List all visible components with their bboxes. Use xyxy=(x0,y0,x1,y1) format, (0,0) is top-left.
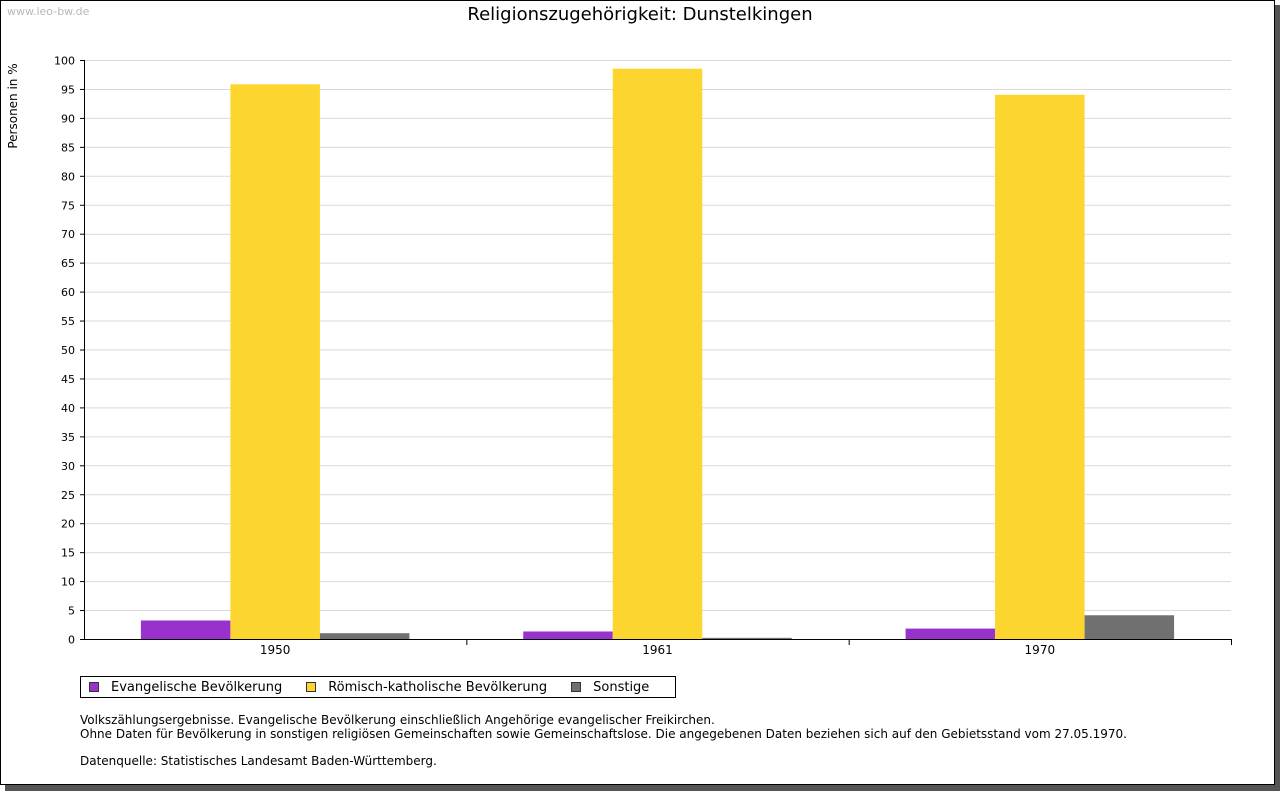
legend-item-katholisch: Römisch-katholische Bevölkerung xyxy=(306,680,547,695)
frame-shadow-right xyxy=(1275,5,1280,791)
y-tick-label-70: 70 xyxy=(61,228,75,241)
legend-swatch-sonstige xyxy=(571,682,582,692)
bar-1961-series-0 xyxy=(523,631,613,639)
chart-title: Religionszugehörigkeit: Dunstelkingen xyxy=(467,4,813,25)
watermark: www.leo-bw.de xyxy=(7,5,90,18)
y-tick-label-80: 80 xyxy=(61,170,75,183)
y-tick-label-45: 45 xyxy=(61,373,75,386)
bar-1970-series-1 xyxy=(995,94,1085,640)
bar-1970-series-2 xyxy=(1084,615,1175,639)
y-tick-label-60: 60 xyxy=(61,286,75,299)
y-tick-label-5: 5 xyxy=(68,605,75,618)
y-tick-label-65: 65 xyxy=(61,257,75,270)
frame-shadow-bottom xyxy=(5,785,1280,791)
bar-1961-series-1 xyxy=(612,68,703,639)
bar-1961-series-2 xyxy=(702,637,792,639)
legend: Evangelische Bevölkerung Römisch-katholi… xyxy=(80,676,676,698)
y-tick-label-35: 35 xyxy=(61,431,75,444)
legend-swatch-katholisch xyxy=(306,682,317,692)
bar-1950-series-1 xyxy=(230,84,320,640)
y-tick-label-0: 0 xyxy=(68,634,75,647)
y-tick-label-55: 55 xyxy=(61,315,75,328)
y-tick-label-15: 15 xyxy=(61,547,75,560)
y-tick-label-20: 20 xyxy=(61,518,75,531)
note-line-1: Volkszählungsergebnisse. Evangelische Be… xyxy=(80,713,715,727)
y-tick-label-30: 30 xyxy=(61,460,75,473)
x-tick-label-1961: 1961 xyxy=(642,643,673,657)
y-tick-label-50: 50 xyxy=(61,344,75,357)
data-source: Datenquelle: Statistisches Landesamt Bad… xyxy=(80,754,437,768)
legend-item-evangelisch: Evangelische Bevölkerung xyxy=(89,680,282,695)
y-tick-label-40: 40 xyxy=(61,402,75,415)
bar-1970-series-0 xyxy=(905,628,996,639)
legend-swatch-evangelisch xyxy=(89,682,99,692)
legend-label-sonstige: Sonstige xyxy=(593,679,650,695)
legend-item-sonstige: Sonstige xyxy=(571,680,649,695)
y-tick-label-75: 75 xyxy=(61,199,75,212)
legend-label-evangelisch: Evangelische Bevölkerung xyxy=(111,679,283,695)
bar-1950-series-2 xyxy=(319,633,410,639)
y-tick-label-85: 85 xyxy=(61,141,75,154)
y-tick-label-25: 25 xyxy=(61,489,75,502)
x-tick-label-1950: 1950 xyxy=(260,643,291,657)
note-line-2: Ohne Daten für Bevölkerung in sonstigen … xyxy=(80,727,1127,741)
x-tick-label-1970: 1970 xyxy=(1025,643,1056,657)
chart-notes: Volkszählungsergebnisse. Evangelische Be… xyxy=(80,713,1127,768)
y-tick-label-90: 90 xyxy=(61,112,75,125)
y-tick-label-100: 100 xyxy=(54,55,75,68)
y-tick-label-10: 10 xyxy=(61,576,75,589)
legend-label-katholisch: Römisch-katholische Bevölkerung xyxy=(328,679,548,695)
bar-1950-series-0 xyxy=(140,620,231,639)
y-tick-label-95: 95 xyxy=(61,83,75,96)
